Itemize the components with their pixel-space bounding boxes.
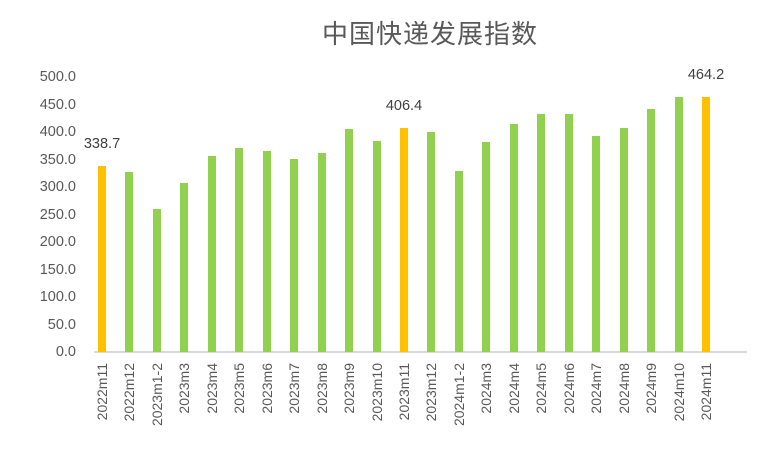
x-tick-label: 2023m6: [258, 363, 275, 414]
bar-2023m3: [180, 183, 189, 352]
x-tick-label: 2023m12: [423, 363, 440, 422]
x-tick-label: 2023m3: [176, 363, 193, 414]
x-tick-label: 2024m5: [533, 363, 550, 414]
y-tick-label: 250.0: [39, 206, 76, 223]
x-tick-label: 2023m4: [203, 363, 220, 414]
bar-2024m7: [592, 135, 601, 352]
bar-2023m5: [235, 147, 244, 352]
x-tick-label: 2023m9: [341, 363, 358, 414]
y-tick-label: 200.0: [39, 234, 76, 250]
bar-2022m12: [125, 172, 134, 352]
bar-2023m9: [345, 129, 354, 352]
y-tick-label: 350.0: [39, 151, 76, 168]
data-label: 464.2: [687, 66, 725, 83]
y-tick-label: 100.0: [39, 289, 76, 305]
bar-2024m4: [509, 123, 518, 352]
data-label: 406.4: [385, 98, 423, 115]
x-tick-label: 2023m11: [396, 363, 412, 421]
y-tick-label: 500.0: [39, 69, 76, 85]
x-tick-label: 2023m8: [313, 363, 330, 414]
bar-2024m1-2: [454, 170, 463, 352]
bar-2023m4: [207, 156, 216, 352]
bar-2023m10: [372, 140, 381, 352]
y-tick-label: 0.0: [55, 344, 76, 360]
x-tick-label: 2024m11: [698, 363, 714, 421]
x-tick-label: 2024m10: [670, 363, 687, 422]
y-tick-label: 300.0: [39, 179, 76, 195]
y-tick-label: 400.0: [39, 124, 76, 140]
x-axis-line: [94, 351, 747, 353]
bar-2022m11: [98, 165, 106, 352]
bar-2023m12: [427, 132, 436, 352]
x-tick-label: 2024m3: [478, 363, 495, 414]
x-tick-label: 2023m1-2: [148, 363, 165, 427]
data-label: 338.7: [83, 135, 121, 152]
x-tick-label: 2024m1-2: [450, 363, 467, 427]
bar-2024m9: [647, 108, 656, 352]
bar-2023m11: [400, 128, 408, 352]
x-tick-label: 2024m8: [615, 363, 632, 414]
x-tick-label: 2023m10: [368, 363, 385, 422]
x-tick-label: 2024m7: [588, 363, 605, 414]
bar-2023m6: [262, 151, 271, 352]
bar-2023m1-2: [152, 209, 161, 352]
bar-2023m7: [290, 158, 299, 352]
bar-2024m3: [482, 141, 491, 352]
bar-2024m11: [702, 96, 710, 352]
bar-2024m8: [619, 128, 628, 352]
y-tick-label: 50.0: [47, 316, 76, 333]
bar-2024m5: [537, 113, 546, 352]
y-tick-label: 450.0: [39, 96, 76, 113]
x-tick-label: 2022m12: [121, 363, 138, 422]
bar-2024m10: [674, 96, 683, 352]
bar-2023m8: [317, 152, 326, 352]
x-tick-label: 2024m6: [560, 363, 577, 414]
bar-2024m6: [564, 113, 573, 352]
y-tick-label: 150.0: [39, 261, 76, 278]
chart-title: 中国快递发展指数: [321, 20, 538, 50]
x-tick-label: 2024m4: [505, 363, 522, 414]
x-tick-label: 2023m7: [286, 363, 303, 414]
x-tick-label: 2023m5: [231, 363, 248, 414]
x-tick-label: 2024m9: [643, 363, 660, 414]
x-tick-label: 2022m11: [94, 363, 110, 421]
